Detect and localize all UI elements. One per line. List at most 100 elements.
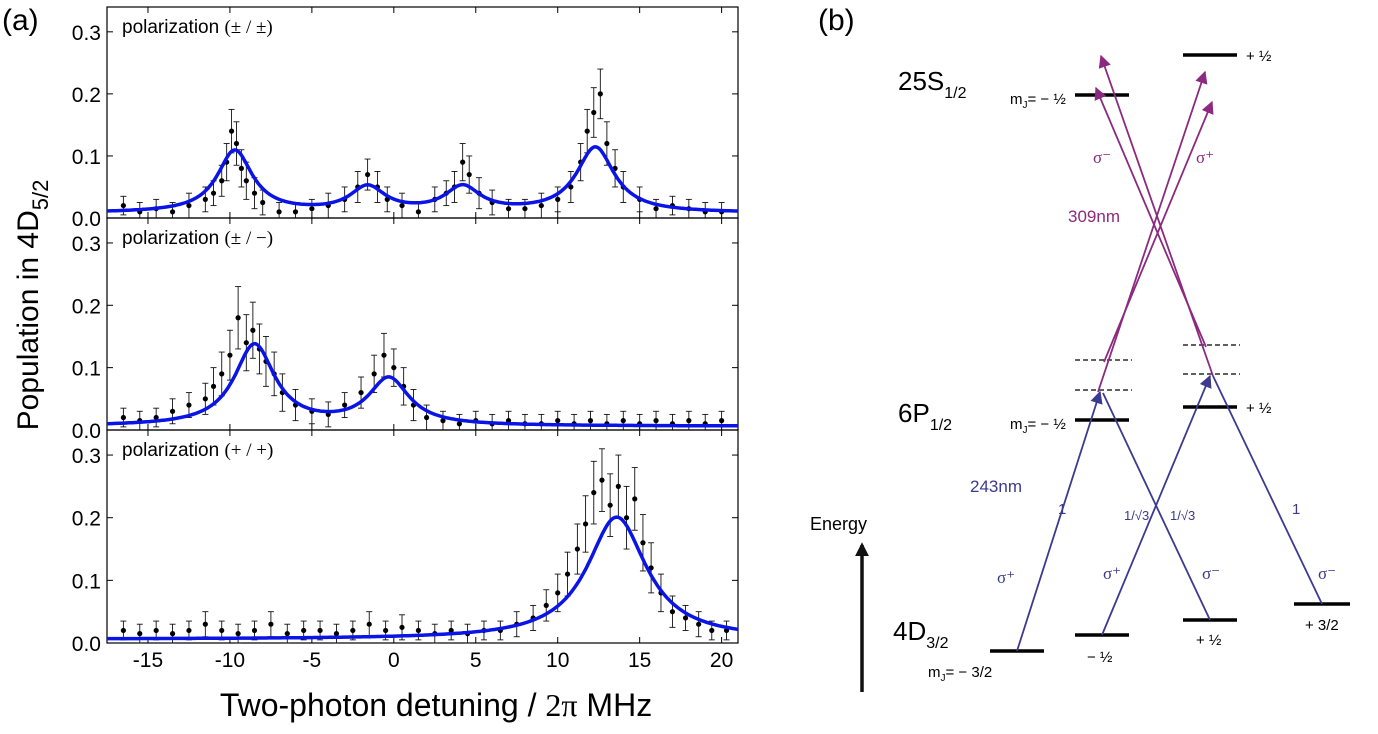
- data-point: [228, 128, 235, 134]
- data-point: [169, 408, 176, 414]
- x-tick-label: 20: [710, 649, 733, 672]
- y-tick-label: 0.2: [72, 295, 101, 318]
- sigma-plus-243-left: σ⁺: [997, 568, 1015, 587]
- data-point: [284, 631, 290, 637]
- data-point: [564, 571, 571, 577]
- y-tick-label: 0.1: [72, 358, 101, 381]
- data-point: [607, 502, 613, 508]
- data-point: [233, 140, 240, 147]
- data-point: [568, 184, 574, 190]
- wavelength-243: 243nm: [970, 477, 1022, 496]
- data-point: [653, 206, 659, 212]
- data-point: [350, 627, 356, 634]
- data-point: [210, 383, 217, 389]
- data-point: [709, 627, 715, 634]
- data-point: [219, 627, 225, 634]
- data-point: [582, 521, 589, 527]
- x-tick-label: -5: [303, 649, 322, 672]
- term-6p: 6P1/2: [898, 398, 952, 434]
- fit-curve-1: [106, 145, 738, 213]
- data-point: [423, 414, 430, 421]
- y-tick-label: 0.0: [72, 420, 101, 443]
- data-point: [669, 609, 676, 615]
- sigma-minus-243-left: σ⁻: [1202, 564, 1220, 583]
- strength-one-left: 1: [1058, 501, 1066, 518]
- data-point: [235, 315, 241, 321]
- mj-label-25s-pos: + ½: [1246, 48, 1272, 65]
- y-tick-label: 0.3: [72, 22, 101, 45]
- axes-group: 0.0 0.1 0.2 0.3 polarization (± / ±) 0.0 0.1 0.…: [72, 6, 739, 672]
- data-point: [251, 190, 258, 196]
- sigma-minus-243-right: σ⁻: [1318, 564, 1336, 583]
- data-point: [456, 421, 462, 427]
- data-point: [342, 402, 348, 408]
- sigma-minus-309: σ⁻: [1093, 148, 1111, 167]
- data-point: [574, 546, 580, 552]
- data-point: [186, 627, 192, 634]
- term-25s: 25S1/2: [898, 66, 967, 102]
- data-point: [153, 414, 159, 421]
- y-tick-label: 0.1: [72, 570, 101, 593]
- data-point: [597, 91, 603, 97]
- data-point: [615, 483, 621, 489]
- data-point: [186, 402, 192, 408]
- y-tick-label: 0.2: [72, 84, 101, 107]
- data-point: [317, 627, 323, 634]
- data-point: [366, 621, 372, 627]
- data-point: [383, 627, 389, 634]
- data-point: [587, 418, 594, 424]
- transition-243-sigma-minus-left: [1102, 392, 1211, 621]
- data-point: [522, 206, 528, 212]
- data-point: [696, 621, 702, 627]
- data-point: [120, 414, 126, 421]
- data-point: [210, 190, 217, 196]
- plot-frame-2: [106, 217, 739, 431]
- x-tick-label: 10: [546, 649, 569, 672]
- data-point: [440, 418, 446, 424]
- transition-243-sigma-minus-right: [1212, 375, 1323, 605]
- data-point: [584, 128, 590, 134]
- strength-inv-root3-right: 1/√3: [1170, 508, 1195, 523]
- y-tick-label: 0.0: [72, 208, 101, 231]
- wavelength-309: 309nm: [1068, 207, 1120, 226]
- energy-diagram: 25S1/2 6P1/2 4D3/2 mJ= − ½ + ½ mJ= − ½ +…: [810, 48, 1350, 692]
- data-point: [719, 418, 725, 424]
- data-point: [399, 202, 405, 209]
- sigma-plus-243-right: σ⁺: [1103, 564, 1121, 583]
- y-tick-label: 0.2: [72, 508, 101, 531]
- data-point: [137, 631, 143, 637]
- data-point: [391, 365, 397, 371]
- data-point: [243, 178, 249, 184]
- transition-309-sigma-minus-a: [1098, 54, 1214, 377]
- panel-title-2: polarization (± / −): [122, 228, 273, 249]
- strength-one-right: 1: [1292, 501, 1300, 518]
- mj-label-4d-p12: + ½: [1196, 632, 1222, 649]
- strength-inv-root3-left: 1/√3: [1124, 508, 1149, 523]
- data-point: [653, 418, 659, 424]
- data-point: [260, 199, 266, 206]
- data-point: [250, 327, 256, 333]
- data-point: [591, 490, 597, 496]
- data-point: [620, 418, 626, 424]
- plot-frame-1: [106, 6, 739, 219]
- data-point: [682, 615, 689, 621]
- transition-243-sigma-plus-left: [1016, 390, 1103, 652]
- data-point: [153, 627, 159, 634]
- data-point: [381, 352, 387, 358]
- x-tick-label: -10: [215, 649, 245, 672]
- data-point: [448, 627, 454, 634]
- mj-label-25s-neg: mJ= − ½: [1010, 91, 1066, 111]
- data-point: [555, 196, 561, 202]
- data-point: [251, 627, 258, 634]
- plot-frame-3: [106, 429, 739, 644]
- data-point: [599, 477, 605, 483]
- data-point: [555, 590, 561, 596]
- data-point: [371, 371, 377, 377]
- sigma-plus-309: σ⁺: [1196, 148, 1214, 167]
- data-point: [169, 209, 176, 215]
- transition-309-sigma-plus-a: [1097, 70, 1208, 393]
- y-axis-label: Population in 4D5/2: [12, 180, 53, 431]
- data-point: [309, 206, 315, 212]
- x-tick-label: 0: [388, 649, 400, 672]
